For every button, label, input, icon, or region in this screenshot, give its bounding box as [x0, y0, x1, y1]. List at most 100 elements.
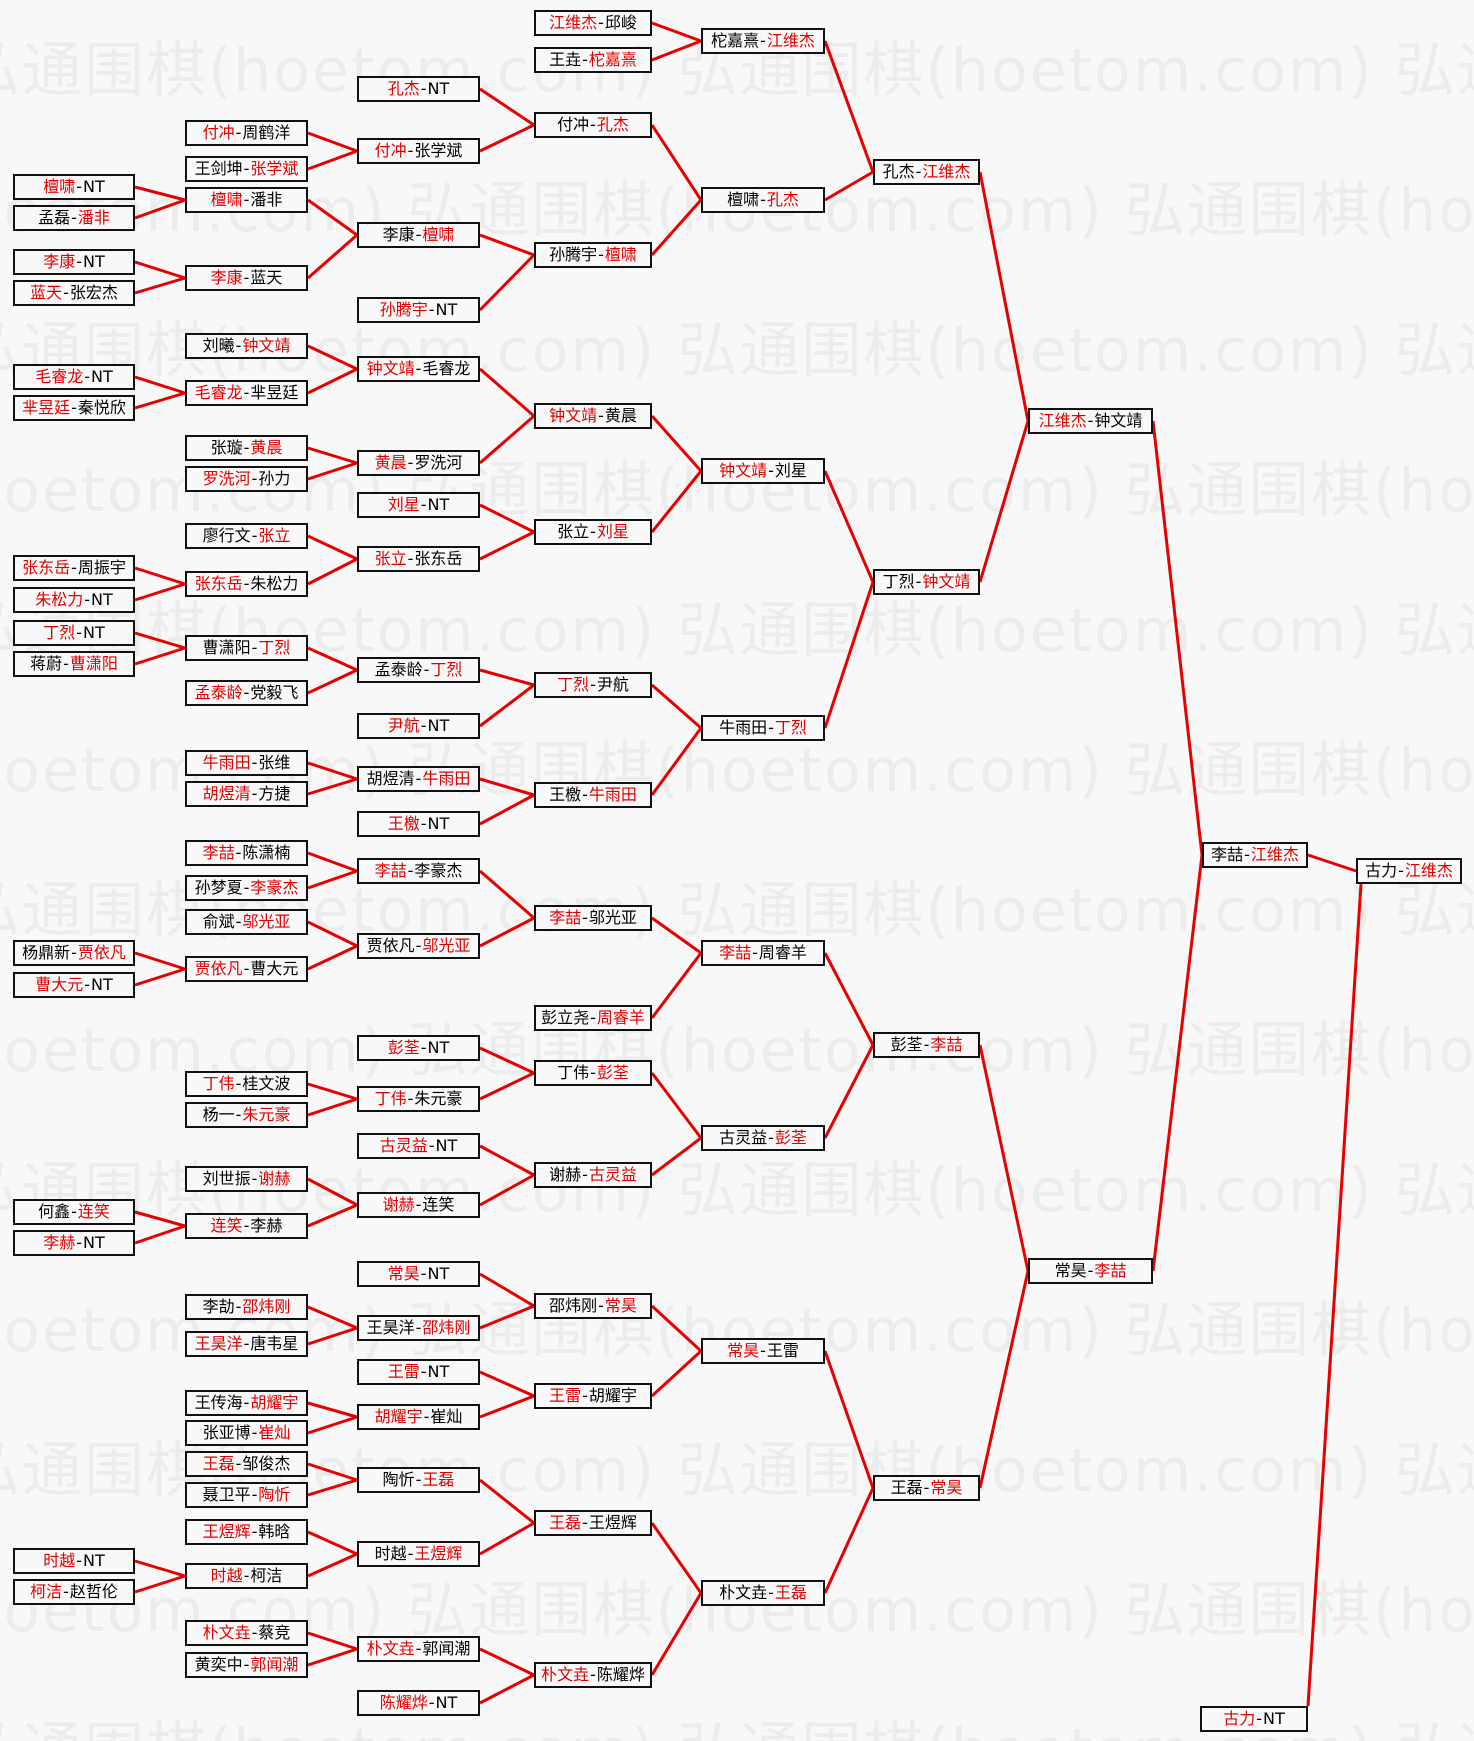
winner-name: 李康	[43, 252, 76, 271]
winner-name: 丁烈	[557, 675, 590, 694]
bracket-line	[651, 683, 702, 730]
vs-dash: -	[84, 367, 91, 386]
bracket-line	[650, 124, 703, 201]
vs-dash: -	[243, 574, 250, 593]
winner-name: 黄晨	[250, 438, 283, 457]
vs-dash: -	[915, 572, 922, 591]
loser-name: 张宏杰	[69, 283, 118, 302]
loser-name: 王垚	[549, 50, 582, 69]
match-box-t3: 张亚博 - 崔灿	[185, 1420, 308, 1446]
loser-name: 邹俊杰	[242, 1454, 291, 1473]
bracket-line	[134, 631, 186, 650]
loser-name: 柯洁	[250, 1566, 283, 1585]
loser-name: NT	[427, 495, 450, 514]
loser-name: NT	[91, 975, 113, 994]
loser-name: 周睿羊	[758, 943, 807, 962]
loser-name: 王传海	[194, 1393, 243, 1412]
loser-name: 孟磊	[38, 208, 71, 227]
loser-name: 刘曦	[202, 336, 235, 355]
bracket-line	[479, 668, 535, 687]
loser-name: 崔灿	[430, 1407, 463, 1426]
bracket-line	[823, 1044, 875, 1139]
bracket-line	[479, 530, 535, 561]
vs-dash: -	[590, 1665, 596, 1684]
winner-name: 李喆	[374, 861, 407, 880]
match-box-h4: 孟泰龄 - 党毅飞	[185, 680, 308, 706]
winner-name: 胡耀宇	[374, 1407, 423, 1426]
bracket-line	[307, 1203, 358, 1228]
loser-name: 曹潇阳	[202, 638, 251, 657]
match-box-g: 钟文靖 - 刘星	[701, 458, 825, 484]
loser-name: 付冲	[557, 115, 590, 134]
winner-name: 钟文靖	[242, 336, 291, 355]
winner-name: 古灵益	[588, 1165, 637, 1184]
match-box-h7: 丁烈 - 尹航	[534, 672, 652, 698]
vs-dash: -	[84, 975, 91, 994]
winner-name: 连笑	[210, 1216, 243, 1235]
match-box-w8: 时越 - 王煜辉	[357, 1541, 480, 1567]
bracket-line	[479, 1144, 535, 1177]
loser-name: 芈昱廷	[250, 383, 299, 402]
vs-dash: -	[598, 245, 604, 264]
bracket-line	[650, 1349, 703, 1398]
vs-dash: -	[915, 162, 922, 181]
bracket-line	[307, 1326, 358, 1346]
bracket-line	[307, 1082, 358, 1101]
match-box-p7: 谢赫 - 古灵益	[534, 1162, 652, 1188]
bracket-line	[650, 1592, 703, 1676]
vs-dash: -	[407, 141, 414, 160]
bracket-line	[479, 1272, 535, 1308]
match-box-m9: 李喆 - 邬光亚	[534, 905, 652, 931]
vs-dash: -	[420, 1038, 427, 1057]
bracket-line	[479, 1394, 535, 1419]
winner-name: 钟文靖	[719, 461, 768, 480]
vs-dash: -	[582, 785, 588, 804]
bracket-line	[307, 198, 358, 237]
bracket-line	[479, 683, 535, 728]
vs-dash: -	[760, 1341, 766, 1360]
winner-name: 周睿羊	[596, 1008, 645, 1027]
loser-name: 孔杰	[882, 162, 915, 181]
vs-dash: -	[1244, 845, 1250, 864]
loser-name: 王煜辉	[588, 1513, 637, 1532]
loser-name: 党毅飞	[250, 683, 299, 702]
match-box-c8: 孙腾宇 - NT	[357, 297, 480, 323]
loser-name: 郭闻潮	[422, 1639, 471, 1658]
bracket-line	[134, 566, 186, 586]
match-box-i4: 王檄 - NT	[357, 811, 480, 837]
loser-name: 时越	[374, 1544, 407, 1563]
match-box-x: 王磊 - 常昊	[873, 1475, 980, 1501]
winner-name: 王磊	[774, 1583, 807, 1602]
winner-name: 朴文垚	[202, 1623, 251, 1642]
vs-dash: -	[923, 1035, 930, 1054]
match-box-c1: 檀啸 - NT	[13, 174, 135, 200]
vs-dash: -	[1256, 1709, 1263, 1728]
match-box-y2: 黄奕中 - 郭闻潮	[185, 1652, 308, 1678]
loser-name: NT	[83, 252, 105, 271]
vs-dash: -	[76, 1233, 83, 1252]
vs-dash: -	[76, 252, 83, 271]
match-box-t2: 王传海 - 胡耀宇	[185, 1390, 308, 1416]
winner-name: 刘星	[596, 522, 629, 541]
bracket-line	[307, 1097, 358, 1117]
vs-dash: -	[251, 753, 258, 772]
vs-dash: -	[243, 1216, 250, 1235]
bracket-line	[1151, 854, 1204, 1272]
winner-name: 江维杰	[549, 13, 598, 32]
bracket-line	[307, 461, 358, 481]
bracket-line	[651, 21, 702, 43]
match-box-c3: 檀啸 - 潘非	[185, 187, 308, 213]
vs-dash: -	[1087, 1261, 1094, 1280]
bracket-line	[307, 1647, 358, 1667]
vs-dash: -	[415, 936, 422, 955]
loser-name: 常昊	[1054, 1261, 1087, 1280]
match-box-w7: 时越 - 柯洁	[185, 1563, 308, 1589]
winner-name: 孔杰	[596, 115, 629, 134]
bracket-line	[651, 916, 702, 955]
vs-dash: -	[420, 79, 427, 98]
loser-name: NT	[83, 177, 105, 196]
winner-name: 曹潇阳	[69, 654, 118, 673]
winner-name: 檀啸	[210, 190, 243, 209]
winner-name: 刘星	[387, 495, 420, 514]
